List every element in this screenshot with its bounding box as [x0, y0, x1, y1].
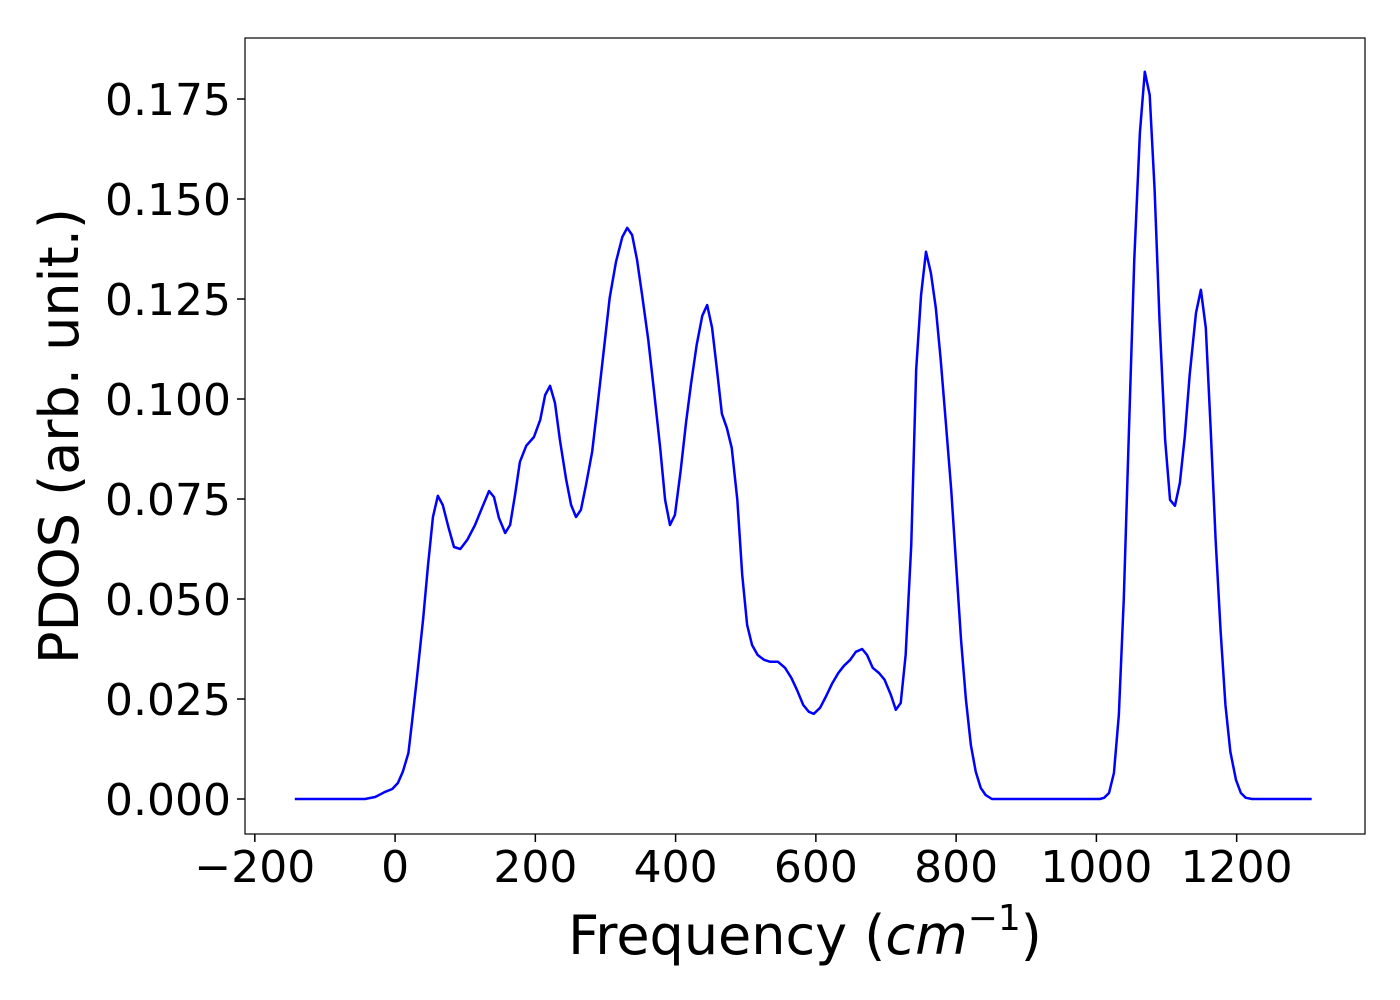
plot-frame [244, 37, 1366, 835]
y-tick-label: 0.150 [105, 175, 231, 226]
x-label-text: Frequency ( [568, 904, 885, 967]
x-tick-label: 0 [381, 842, 409, 893]
x-tick-label: 600 [774, 842, 858, 893]
y-tick-label: 0.075 [105, 475, 231, 526]
y-axis-label: PDOS (arb. unit.) [28, 208, 91, 664]
y-tick-label: 0.000 [105, 775, 231, 826]
x-label-text: ) [1021, 904, 1042, 967]
x-label-exponent: −1 [968, 898, 1021, 939]
x-tick-label: −200 [194, 842, 315, 893]
y-tick-label: 0.025 [105, 675, 231, 726]
data-line [294, 70, 1312, 801]
y-tick-label: 0.175 [105, 75, 231, 126]
x-tick-label: 800 [914, 842, 998, 893]
y-tick-label: 0.100 [105, 375, 231, 426]
x-axis-label: Frequency (cm−1) [568, 898, 1042, 967]
y-tick-label: 0.125 [105, 275, 231, 326]
x-tick-label: 1000 [1040, 842, 1152, 893]
x-tick-label: 200 [493, 842, 577, 893]
x-tick-label: 1200 [1181, 842, 1293, 893]
y-tick-label: 0.050 [105, 575, 231, 626]
x-label-unit: cm [885, 904, 967, 967]
x-tick-label: 400 [634, 842, 718, 893]
